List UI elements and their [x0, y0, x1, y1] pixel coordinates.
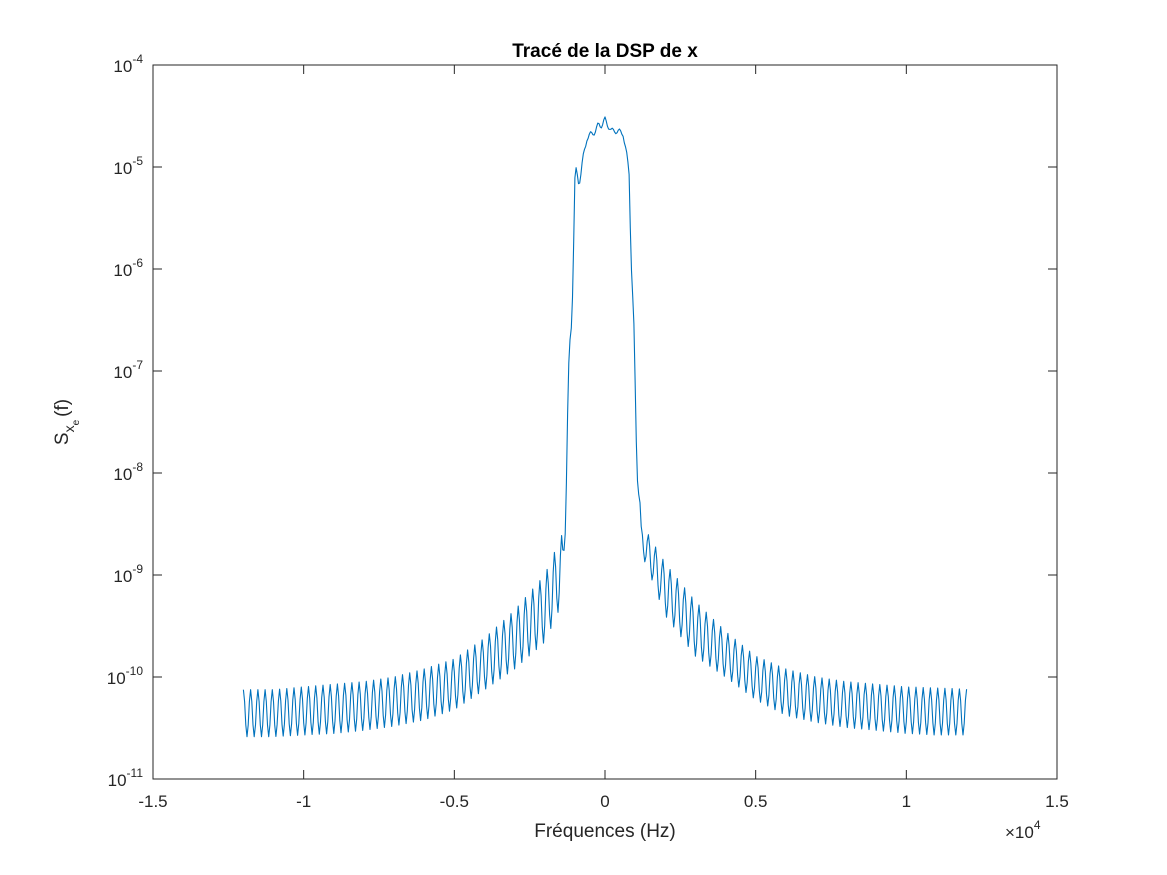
- x-tick-label: 0: [600, 792, 609, 811]
- y-tick-label: 10-9: [113, 562, 143, 586]
- y-tick-label: 10-5: [113, 154, 143, 178]
- x-tick-label: -1.5: [138, 792, 167, 811]
- series-group: [242, 116, 968, 738]
- y-label-main: S: [52, 432, 73, 445]
- chart-title: Tracé de la DSP de x: [512, 41, 698, 62]
- x-tick-label: 1: [902, 792, 911, 811]
- x-tick-label: -1: [296, 792, 311, 811]
- axes-box: [152, 64, 1058, 780]
- x-tick-label: 0.5: [744, 792, 768, 811]
- y-axis-label: Sxe (f): [52, 399, 82, 445]
- y-label-suffix: (f): [52, 399, 73, 417]
- x-multiplier-prefix: ×10: [1005, 823, 1034, 842]
- x-axis-multiplier: ×104: [1005, 818, 1041, 842]
- y-tick-label: 10-4: [113, 52, 143, 76]
- x-axis-label: Fréquences (Hz): [534, 821, 676, 842]
- y-label-subsub: e: [71, 419, 82, 425]
- y-label-sub: x: [61, 425, 77, 432]
- series-line-psd: [242, 116, 968, 738]
- x-multiplier-exponent: 4: [1034, 818, 1041, 832]
- y-tick-label: 10-7: [113, 358, 143, 382]
- y-tick-label: 10-8: [113, 460, 143, 484]
- y-tick-label: 10-11: [108, 766, 144, 790]
- axis-ticks: -1.5 -1 -0.5 0 0.5 1 1.5 10-11 10-10 10-9 10-8 10-7…: [107, 52, 1069, 811]
- y-tick-label: 10-10: [107, 664, 144, 688]
- y-tick-label: 10-6: [113, 256, 143, 280]
- x-tick-label: 1.5: [1045, 792, 1069, 811]
- x-tick-label: -0.5: [440, 792, 469, 811]
